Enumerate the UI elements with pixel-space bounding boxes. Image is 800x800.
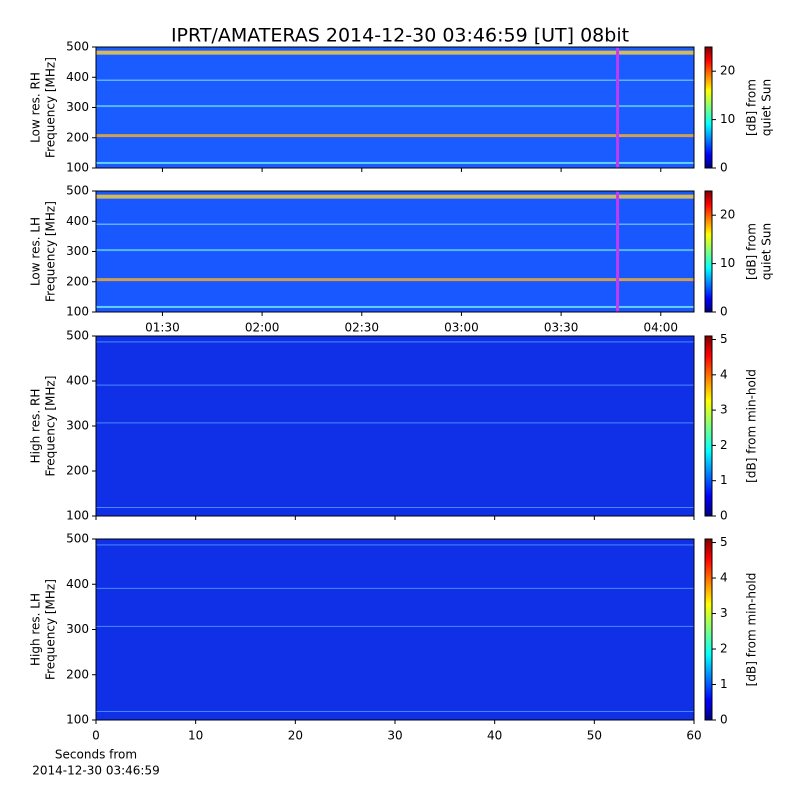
y-tick-label: 400 [66, 374, 89, 388]
y-tick-label: 300 [66, 622, 89, 636]
colorbar [704, 46, 713, 169]
x-tick-label: 50 [587, 729, 602, 743]
y-axis-label: High res. RH [29, 389, 43, 464]
spectrogram-band [96, 161, 694, 164]
colorbar-tick-label: 5 [720, 332, 728, 346]
spectrogram-band [96, 341, 694, 343]
spectrogram-band [96, 50, 694, 55]
colorbar-tick-label: 4 [720, 571, 728, 585]
spectrogram-band [96, 544, 694, 546]
time-cursor [616, 47, 620, 168]
colorbar-tick-label: 0 [720, 305, 728, 319]
x-tick-label: 10 [188, 729, 203, 743]
colorbar [704, 190, 713, 313]
colorbar-tick-label: 3 [720, 403, 728, 417]
y-tick-label: 500 [66, 329, 89, 343]
y-tick-label: 300 [66, 244, 89, 258]
y-axis-label: Low res. LH [29, 217, 43, 286]
colorbar-label: [dB] from min-hold [745, 369, 759, 483]
spectrogram-band [96, 384, 694, 386]
colorbar-tick-label: 2 [720, 642, 728, 656]
y-tick-label: 200 [66, 274, 89, 288]
spectrogram [96, 336, 694, 516]
x-axis-label: Seconds from [55, 748, 137, 762]
x-tick-label: 03:30 [544, 321, 579, 335]
x-tick-label: 0 [92, 729, 100, 743]
colorbar-tick-label: 0 [720, 713, 728, 727]
spectrogram-band [96, 79, 694, 81]
colorbar-tick-label: 3 [720, 606, 728, 620]
spectrogram-band [96, 249, 694, 252]
colorbar-label: [dB] from [745, 223, 759, 280]
colorbar-label: [dB] from min-hold [745, 573, 759, 687]
y-axis-label: High res. LH [29, 593, 43, 666]
y-axis-label: Low res. RH [29, 72, 43, 143]
y-tick-label: 400 [66, 70, 89, 84]
y-tick-label: 200 [66, 667, 89, 681]
spectrogram [96, 191, 694, 312]
colorbar [704, 538, 713, 721]
spectrogram-band [96, 422, 694, 424]
figure-title: IPRT/AMATERAS 2014-12-30 03:46:59 [UT] 0… [171, 25, 629, 47]
y-tick-label: 400 [66, 577, 89, 591]
y-tick-label: 500 [66, 184, 89, 198]
colorbar-label: quiet Sun [760, 223, 774, 280]
y-tick-label: 100 [66, 305, 89, 319]
colorbar-tick-label: 0 [720, 509, 728, 523]
colorbar-label: quiet Sun [760, 79, 774, 136]
x-tick-label: 20 [288, 729, 303, 743]
spectrogram-band [96, 223, 694, 225]
spectrogram-band [96, 710, 694, 712]
y-tick-label: 200 [66, 464, 89, 478]
colorbar-label: [dB] from [745, 79, 759, 136]
y-axis-label: Frequency [MHz] [44, 579, 58, 680]
y-axis-label: Frequency [MHz] [44, 376, 58, 477]
y-tick-label: 400 [66, 214, 89, 228]
x-tick-label: 04:00 [643, 321, 678, 335]
x-tick-label: 02:30 [344, 321, 379, 335]
y-tick-label: 300 [66, 100, 89, 114]
y-tick-label: 100 [66, 713, 89, 727]
colorbar-tick-label: 2 [720, 438, 728, 452]
y-tick-label: 100 [66, 161, 89, 175]
spectrogram [96, 47, 694, 168]
x-tick-label: 03:00 [444, 321, 479, 335]
spectrogram-band [96, 194, 694, 199]
spectrogram-band [96, 305, 694, 308]
x-tick-label: 01:30 [145, 321, 180, 335]
spectrogram-band [96, 134, 694, 138]
spectrogram [96, 539, 694, 720]
y-tick-label: 300 [66, 419, 89, 433]
y-tick-label: 500 [66, 532, 89, 546]
x-axis-label: 2014-12-30 03:46:59 [32, 764, 159, 778]
x-tick-label: 02:00 [245, 321, 280, 335]
colorbar-tick-label: 10 [720, 256, 735, 270]
x-tick-label: 40 [487, 729, 502, 743]
x-tick-label: 60 [686, 729, 701, 743]
colorbar-tick-label: 20 [720, 208, 735, 222]
spectrogram-band [96, 507, 694, 508]
colorbar-tick-label: 0 [720, 161, 728, 175]
y-axis-label: Frequency [MHz] [44, 201, 58, 302]
y-axis-label: Frequency [MHz] [44, 57, 58, 158]
y-tick-label: 200 [66, 130, 89, 144]
colorbar-tick-label: 5 [720, 535, 728, 549]
y-tick-label: 100 [66, 509, 89, 523]
time-cursor [616, 191, 620, 312]
colorbar-tick-label: 20 [720, 64, 735, 78]
colorbar-tick-label: 4 [720, 367, 728, 381]
spectrogram-band [96, 625, 694, 627]
colorbar [704, 335, 713, 517]
colorbar-tick-label: 10 [720, 112, 735, 126]
spectrogram-band [96, 105, 694, 108]
y-tick-label: 500 [66, 40, 89, 54]
spectrogram-band [96, 278, 694, 282]
colorbar-tick-label: 1 [720, 473, 728, 487]
colorbar-tick-label: 1 [720, 677, 728, 691]
spectrogram-band [96, 587, 694, 589]
x-tick-label: 30 [387, 729, 402, 743]
